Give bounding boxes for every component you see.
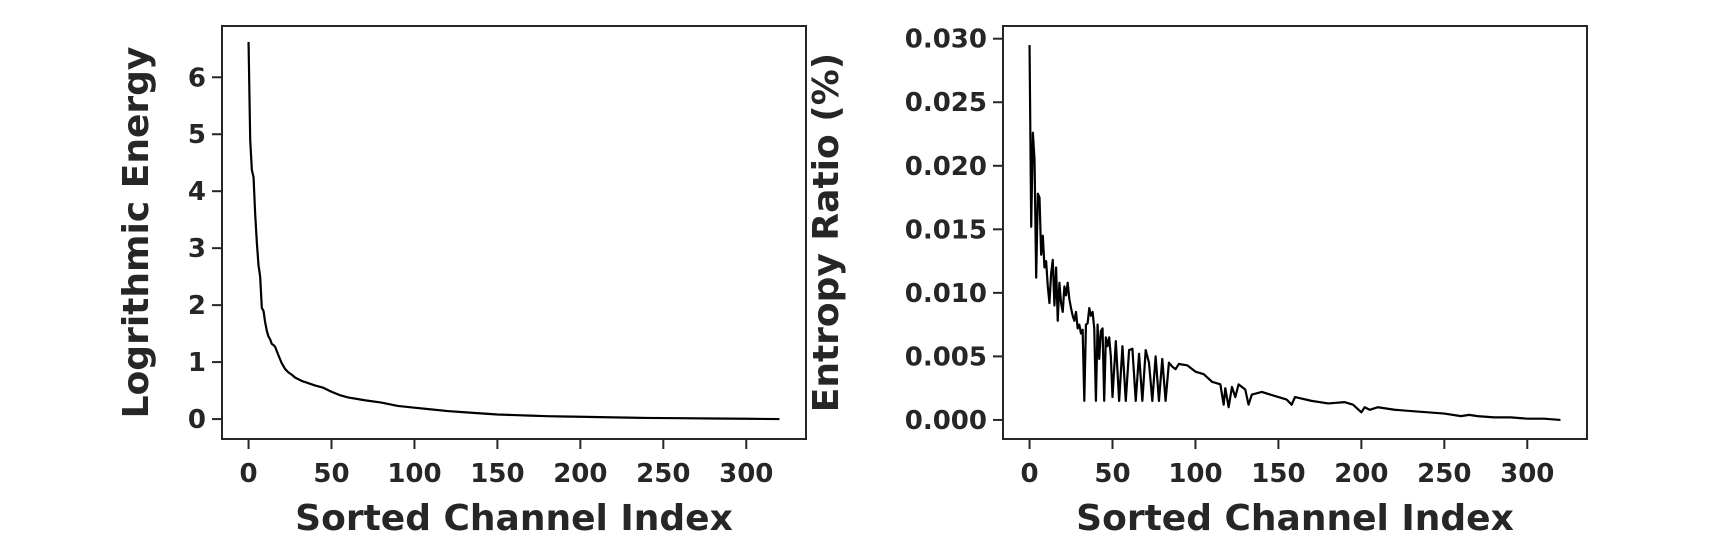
energy-x-tick-label: 250: [636, 459, 690, 489]
energy-y-tick-label: 5: [188, 120, 206, 150]
entropy-plot-frame: [1002, 25, 1588, 440]
energy-series-line: [247, 41, 780, 421]
energy-x-tick-label: 50: [313, 459, 349, 489]
energy-x-tick-label: 200: [553, 459, 607, 489]
entropy-y-tick-label: 0.025: [905, 88, 987, 118]
energy-y-tick-label: 1: [188, 348, 206, 378]
entropy-x-tick-label: 200: [1334, 459, 1388, 489]
energy-y-tick-label: 4: [188, 177, 206, 207]
entropy-y-tick-label: 0.010: [905, 279, 987, 309]
entropy-x-tick-label: 50: [1094, 459, 1130, 489]
energy-y-tick-label: 2: [188, 291, 206, 321]
entropy-x-tick-label: 0: [1020, 459, 1038, 489]
entropy-y-tick-label: 0.005: [905, 342, 987, 372]
energy-y-tick-label: 0: [188, 405, 206, 435]
entropy-y-tick-label: 0.000: [905, 406, 987, 436]
energy-y-tick-label: 3: [188, 234, 206, 264]
energy-y-tick-label: 6: [188, 63, 206, 93]
entropy-y-tick-label: 0.020: [905, 152, 987, 182]
entropy-y-axis-label: Entropy Ratio (%): [806, 53, 847, 413]
energy-plot-frame: [221, 25, 807, 440]
entropy-y-tick-label: 0.030: [905, 25, 987, 55]
entropy-x-tick-label: 300: [1500, 459, 1554, 489]
energy-x-axis-label: Sorted Channel Index: [295, 498, 733, 539]
energy-x-tick-label: 300: [719, 459, 773, 489]
energy-x-tick-label: 100: [387, 459, 441, 489]
entropy-y-tick-label: 0.015: [905, 215, 987, 245]
entropy-series-line: [1028, 45, 1561, 422]
entropy-chart-panel: 0 50 100 150 200 250 300 0.000 0.005 0.010 0.015 0.…: [806, 25, 1588, 539]
entropy-x-tick-label: 150: [1251, 459, 1305, 489]
energy-chart-panel: 0 50 100 150 200 250 300 0 1 2 3 4 5 6 Sorted Channel …: [116, 25, 807, 539]
energy-x-tick-label: 150: [470, 459, 524, 489]
entropy-x-tick-label: 250: [1417, 459, 1471, 489]
energy-x-tick-label: 0: [239, 459, 257, 489]
entropy-x-axis-label: Sorted Channel Index: [1076, 498, 1514, 539]
entropy-x-tick-label: 100: [1168, 459, 1222, 489]
energy-y-axis-label: Logrithmic Energy: [116, 47, 157, 419]
